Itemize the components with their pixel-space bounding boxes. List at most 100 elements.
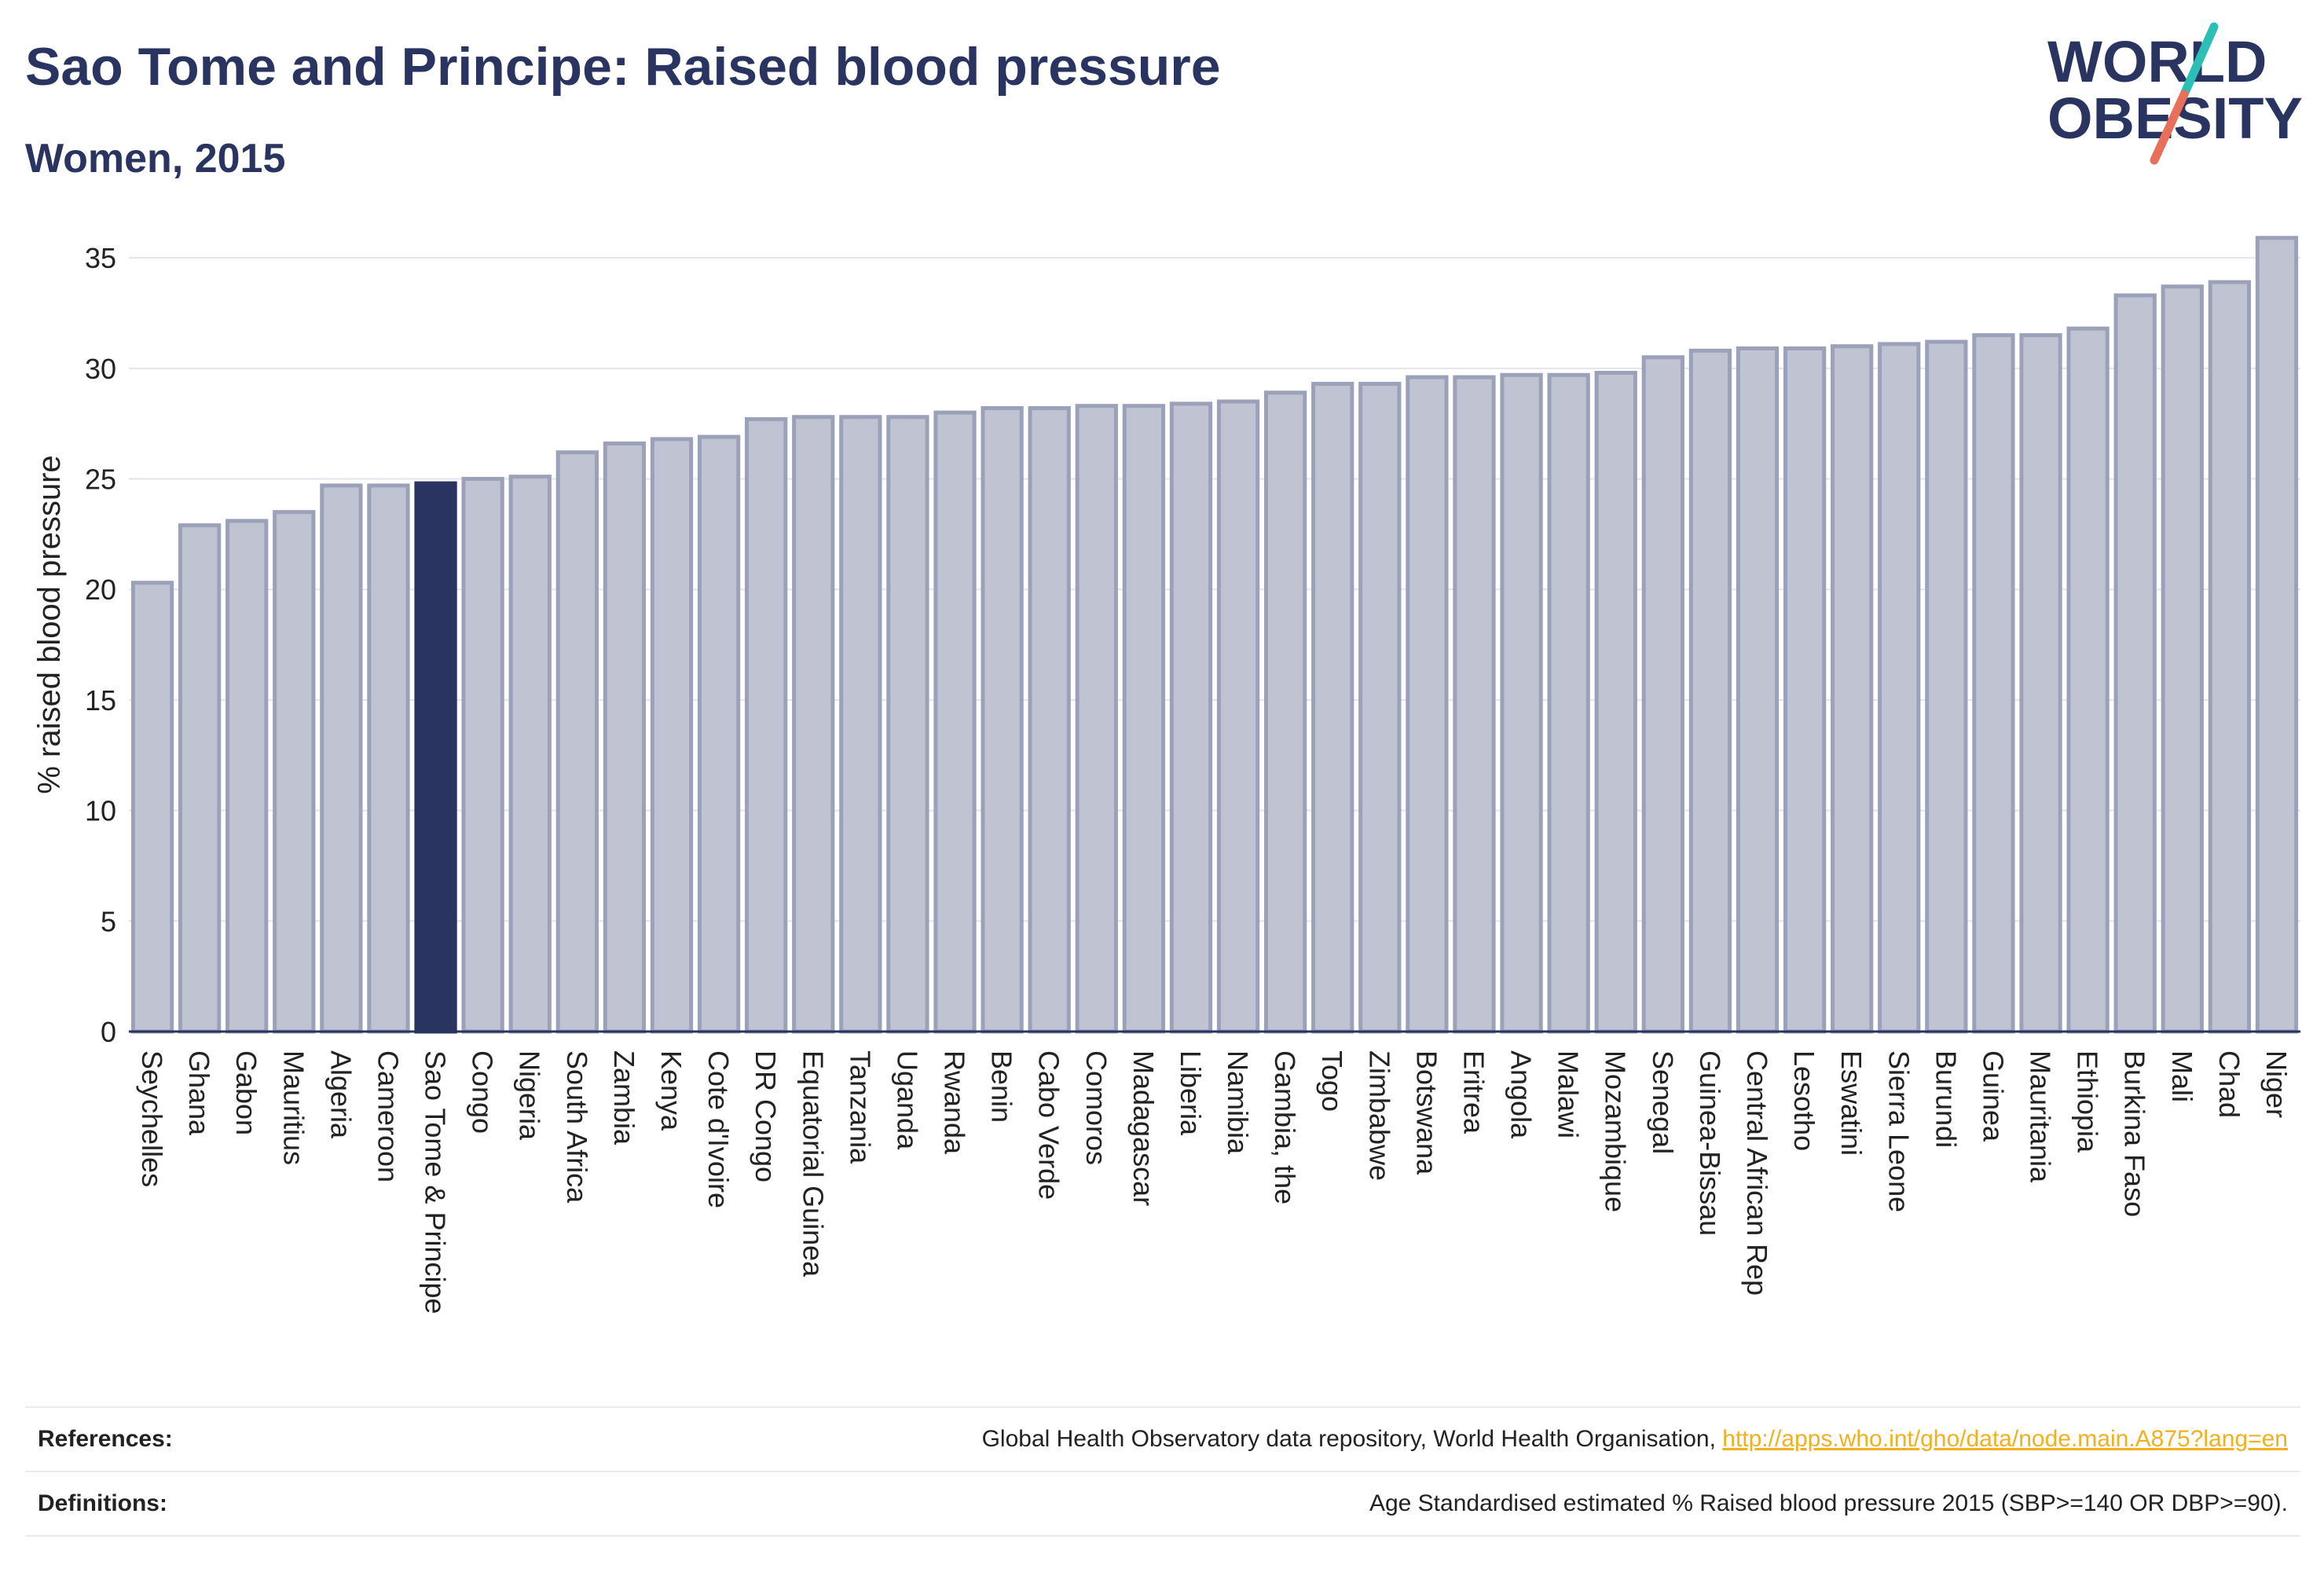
x-tick-mauritius: Mauritius: [277, 1050, 310, 1165]
bar-guinea: [1972, 333, 2015, 1034]
x-tick-malawi: Malawi: [1552, 1050, 1585, 1138]
definitions-label: Definitions:: [38, 1490, 167, 1516]
bar-eritrea: [1453, 375, 1496, 1034]
bar-equatorial-guinea: [792, 415, 835, 1034]
x-tick-south-africa: South Africa: [561, 1050, 593, 1204]
x-tick-burkina-faso: Burkina Faso: [2119, 1050, 2151, 1217]
bar-dr-congo: [745, 417, 788, 1034]
x-tick-cote-d-ivoire: Cote d'Ivoire: [702, 1050, 735, 1208]
references-row: References: Global Health Observatory da…: [25, 1406, 2300, 1471]
x-tick-dr-congo: DR Congo: [750, 1050, 782, 1182]
logo-slash-bottom: [2150, 90, 2189, 165]
x-tick-eritrea: Eritrea: [1457, 1050, 1490, 1134]
x-tick-uganda: Uganda: [891, 1050, 923, 1150]
chart-title: Sao Tome and Principe: Raised blood pres…: [25, 37, 1221, 97]
y-axis-label: % raised blood pressure: [32, 455, 67, 793]
logo-text-world: WORLD: [2047, 29, 2267, 94]
x-tick-niger: Niger: [2260, 1050, 2293, 1118]
bar-madagascar: [1122, 404, 1166, 1034]
references-text-block: Global Health Observatory data repositor…: [982, 1426, 2300, 1453]
definitions-row: Definitions: Age Standardised estimated …: [25, 1471, 2300, 1537]
references-link[interactable]: http://apps.who.int/gho/data/node.main.A…: [1722, 1426, 2288, 1452]
definitions-text: Age Standardised estimated % Raised bloo…: [1369, 1490, 2288, 1516]
bar-tanzania: [839, 415, 882, 1034]
x-tick-botswana: Botswana: [1410, 1050, 1442, 1175]
x-tick-mozambique: Mozambique: [1600, 1050, 1632, 1212]
y-tick-25: 25: [85, 464, 116, 496]
x-tick-sao-tome-principe: Sao Tome & Principe: [420, 1050, 452, 1314]
x-tick-lesotho: Lesotho: [1788, 1050, 1820, 1151]
bar-sao-tome-principe: [414, 481, 457, 1034]
bar-ghana: [178, 523, 222, 1034]
bar-ethiopia: [2066, 326, 2110, 1034]
x-tick-madagascar: Madagascar: [1127, 1050, 1160, 1206]
bar-burundi: [1925, 339, 1968, 1034]
bar-togo: [1311, 382, 1354, 1034]
bar-zambia: [603, 442, 647, 1034]
x-tick-zimbabwe: Zimbabwe: [1363, 1050, 1395, 1181]
bar-gabon: [225, 519, 269, 1034]
x-tick-guinea: Guinea: [1977, 1050, 2009, 1142]
x-tick-liberia: Liberia: [1175, 1050, 1207, 1136]
bar-malawi: [1547, 372, 1590, 1034]
bar-mozambique: [1594, 370, 1637, 1034]
y-tick-10: 10: [85, 795, 116, 827]
bar-south-africa: [555, 450, 599, 1034]
bar-angola: [1500, 372, 1543, 1034]
y-tick-labels: 0 5 10 15 20 25 30 35: [85, 242, 116, 1048]
x-tick-congo: Congo: [467, 1050, 499, 1134]
x-tick-equatorial-guinea: Equatorial Guinea: [797, 1050, 829, 1277]
x-tick-zambia: Zambia: [608, 1050, 640, 1145]
bar-kenya: [650, 437, 694, 1034]
bar-rwanda: [933, 410, 977, 1034]
bar-lesotho: [1783, 346, 1827, 1034]
bar-benin: [981, 405, 1024, 1034]
x-tick-mauritania: Mauritania: [2025, 1050, 2057, 1183]
x-tick-kenya: Kenya: [655, 1050, 687, 1131]
bar-botswana: [1406, 375, 1449, 1034]
references-text: Global Health Observatory data repositor…: [981, 1426, 1716, 1452]
bar-comoros: [1075, 404, 1118, 1034]
logo-slash-top: [2179, 22, 2219, 99]
y-tick-15: 15: [85, 684, 116, 717]
x-tick-seychelles: Seychelles: [136, 1050, 168, 1187]
x-tick-algeria: Algeria: [324, 1050, 357, 1139]
x-tick-ethiopia: Ethiopia: [2072, 1050, 2104, 1153]
x-tick-central-african-rep: Central African Rep: [1741, 1050, 1773, 1296]
x-tick-labels: Seychelles Ghana Gabon Mauritius Algeria Came…: [136, 1050, 2293, 1314]
bar-cote-d-ivoire: [697, 434, 741, 1034]
bar-senegal: [1641, 355, 1684, 1034]
bar-chart: 0 5 10 15 20 25 30 35 Seychelles Ghana Gabon Mauri…: [32, 236, 2300, 1314]
y-tick-20: 20: [85, 574, 116, 606]
world-obesity-logo: WORLD OBESITY: [2047, 22, 2303, 165]
bar-mauritania: [2019, 333, 2062, 1034]
x-tick-mali: Mali: [2166, 1050, 2198, 1102]
x-tick-tanzania: Tanzania: [844, 1050, 876, 1164]
bar-central-african-rep: [1736, 346, 1780, 1034]
x-tick-cabo-verde: Cabo Verde: [1033, 1050, 1065, 1200]
bar-seychelles: [130, 581, 174, 1034]
bar-chad: [2208, 280, 2252, 1034]
x-tick-rwanda: Rwanda: [939, 1050, 971, 1155]
bar-zimbabwe: [1358, 382, 1402, 1034]
x-tick-chad: Chad: [2213, 1050, 2245, 1118]
x-tick-gambia-the: Gambia, the: [1269, 1050, 1301, 1204]
bar-gambia-the: [1263, 390, 1307, 1034]
x-tick-burundi: Burundi: [1930, 1050, 1962, 1148]
x-tick-benin: Benin: [986, 1050, 1018, 1123]
x-tick-eswatini: Eswatini: [1835, 1050, 1868, 1156]
x-tick-senegal: Senegal: [1647, 1050, 1679, 1154]
x-tick-ghana: Ghana: [183, 1050, 215, 1136]
bar-mauritius: [273, 510, 316, 1034]
bar-mali: [2161, 284, 2204, 1034]
bars: [130, 236, 2299, 1034]
bar-namibia: [1216, 399, 1260, 1034]
x-tick-nigeria: Nigeria: [514, 1050, 546, 1141]
bar-algeria: [320, 483, 363, 1034]
x-tick-angola: Angola: [1505, 1050, 1538, 1139]
bar-cameroon: [367, 483, 410, 1034]
x-tick-namibia: Namibia: [1222, 1050, 1254, 1155]
bar-congo: [461, 477, 504, 1034]
x-tick-guinea-bissau: Guinea-Bissau: [1694, 1050, 1726, 1236]
references-label: References:: [38, 1426, 173, 1452]
